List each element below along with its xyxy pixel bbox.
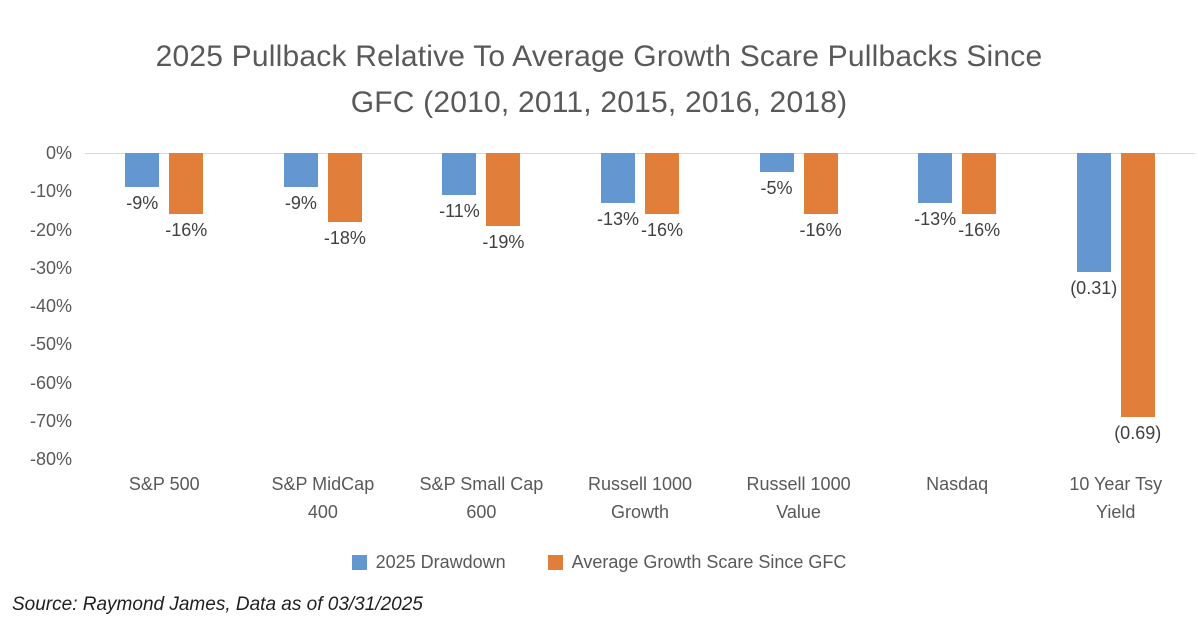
category-label-line: 600	[466, 502, 497, 522]
category-label-line: S&P MidCap	[271, 474, 375, 494]
source-note: Source: Raymond James, Data as of 03/31/…	[12, 594, 423, 615]
bar-value-label: -19%	[482, 231, 525, 252]
x-axis-category-label: 10 Year Tsy Yield	[1069, 470, 1162, 526]
bar-drawdown	[283, 153, 318, 188]
y-axis-tick-label: -80%	[29, 449, 72, 469]
x-axis-category-label: S&P 500	[129, 470, 200, 498]
category-label-line: S&P Small Cap	[419, 474, 544, 494]
x-axis-line	[85, 153, 1195, 154]
y-axis-tick-label: -30%	[29, 257, 72, 278]
category-label-line: 400	[307, 502, 338, 522]
category-label-line: Growth	[610, 502, 670, 522]
category-label-line: 10 Year Tsy	[1069, 474, 1163, 494]
bar-value-label: -16%	[799, 220, 842, 241]
bar-growth-scare	[486, 153, 521, 226]
legend-swatch-icon	[547, 555, 563, 570]
bar-drawdown	[918, 153, 953, 203]
legend-swatch-icon	[351, 555, 367, 570]
bar-value-label: (0.69)	[1114, 422, 1162, 443]
legend-label: 2025 Drawdown	[375, 552, 506, 572]
bar-growth-scare	[962, 153, 997, 215]
bar-value-label: -16%	[958, 220, 1001, 241]
bar-value-label: -5%	[760, 178, 793, 199]
y-axis-tick-label: 0%	[45, 143, 72, 163]
y-axis-tick-label: -40%	[29, 296, 72, 316]
x-axis-category-label: Nasdaq	[926, 470, 988, 498]
x-axis-category-label: S&P MidCap 400	[271, 470, 374, 526]
y-axis-tick-label: -10%	[29, 181, 72, 202]
legend: 2025 Drawdown Average Growth Scare Since …	[0, 552, 1198, 573]
legend-item-growth-scare: Average Growth Scare Since GFC	[547, 552, 847, 573]
bar-growth-scare	[1120, 153, 1155, 417]
chart-title-line1: 2025 Pullback Relative To Average Growth…	[155, 40, 1043, 73]
category-label-line: Nasdaq	[926, 474, 989, 494]
bar-value-label: -9%	[126, 193, 159, 214]
bar-value-label: -11%	[439, 201, 480, 222]
x-axis-category-label: S&P Small Cap 600	[420, 470, 544, 526]
bar-growth-scare	[169, 153, 204, 215]
bar-value-label: -18%	[323, 227, 366, 248]
bar-drawdown	[125, 153, 160, 188]
bar-drawdown	[759, 153, 794, 173]
category-label-line: Russell 1000	[746, 474, 851, 494]
y-axis-tick-label: -70%	[29, 410, 72, 431]
x-axis-category-label: Russell 1000 Value	[747, 470, 851, 526]
y-axis-tick-label: -50%	[29, 334, 72, 355]
x-axis-category-label: Russell 1000 Growth	[588, 470, 692, 526]
bar-growth-scare	[327, 153, 362, 222]
category-label-line: Russell 1000	[587, 474, 693, 494]
y-axis-tick-label: -20%	[29, 219, 72, 240]
bar-growth-scare	[645, 153, 679, 215]
bar-value-label: -16%	[640, 220, 684, 241]
legend-label: Average Growth Scare Since GFC	[571, 552, 847, 572]
bar-drawdown	[1076, 153, 1111, 272]
chart-title: 2025 Pullback Relative To Average Growth…	[0, 34, 1198, 126]
bar-value-label: -13%	[914, 208, 957, 229]
legend-item-drawdown: 2025 Drawdown	[351, 552, 506, 573]
chart-title-line2: GFC (2010, 2011, 2015, 2016, 2018)	[350, 86, 848, 119]
bar-growth-scare	[803, 153, 838, 215]
bar-drawdown	[601, 153, 635, 203]
bar-value-label: -13%	[596, 208, 640, 229]
category-label-line: Value	[776, 502, 821, 522]
bar-value-label: (0.31)	[1070, 277, 1118, 298]
category-label-line: Yield	[1096, 502, 1136, 522]
bar-drawdown	[442, 153, 477, 196]
bar-value-label: -9%	[284, 193, 317, 214]
category-label-line: S&P 500	[128, 474, 200, 494]
y-axis-tick-label: -60%	[29, 372, 72, 393]
bar-value-label: -16%	[165, 220, 208, 241]
